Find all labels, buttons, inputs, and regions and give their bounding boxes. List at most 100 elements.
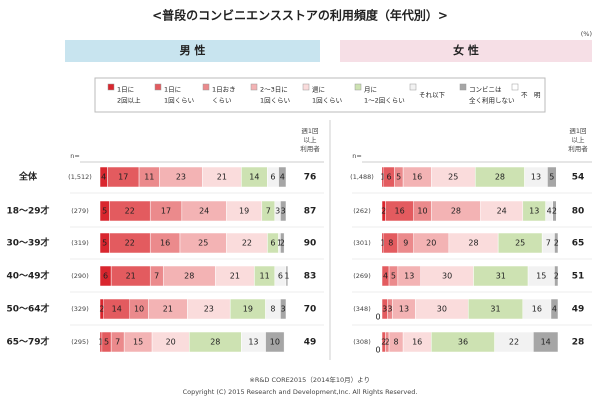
value-label: 10 [134,305,144,314]
value-label: 25 [198,239,208,248]
legend-box [94,77,546,113]
value-label: 4 [101,173,106,182]
score-header: 週1回以上利用者 [568,126,588,153]
value-label: 16 [412,173,422,182]
value-label: 3 [281,305,286,314]
value-label: 21 [230,272,240,281]
value-label: 2 [554,272,559,281]
bar-segment [280,200,287,222]
score-value: 65 [572,239,585,249]
n-value: (269) [353,272,370,280]
n-header: n= [352,152,362,160]
legend-label: 2～3日に 1回くらい [260,86,290,105]
legend-swatch [202,83,210,91]
score-value: 54 [572,173,585,183]
legend-swatch [154,83,162,91]
panel-title: 男 性 [180,43,206,57]
value-label: 2 [385,338,390,347]
value-label: 19 [239,207,249,216]
value-label: 31 [490,305,500,314]
value-label: 14 [249,173,259,182]
legend-swatch [459,83,467,91]
value-label: 20 [166,338,176,347]
value-label: 13 [529,207,539,216]
n-value: (301) [353,239,370,247]
score-value: 90 [304,239,317,249]
legend-swatch [107,83,115,91]
bar-segment [278,166,287,188]
value-label: 17 [118,173,128,182]
row-label: 40～49才 [6,270,49,282]
value-label: 23 [176,173,186,182]
value-label: 36 [458,338,468,347]
value-label: 3 [382,305,387,314]
bar-segment [280,232,285,254]
value-label: 0 [375,346,380,355]
value-label: 10 [270,338,280,347]
value-label: 23 [204,305,214,314]
value-label: 3 [281,207,286,216]
n-value: (348) [353,305,370,313]
value-label: 1 [284,272,289,281]
bar-segment [547,166,557,188]
value-label: 22 [125,207,135,216]
value-label: 19 [243,305,253,314]
value-label: 22 [125,239,135,248]
legend-swatch [250,83,258,91]
value-label: 1 [277,239,282,248]
value-label: 25 [515,239,525,248]
legend-swatch [511,83,519,91]
n-value: (262) [353,207,370,215]
value-label: 7 [115,338,120,347]
legend-label: 月に 1～2回くらい [364,86,405,105]
value-label: 3 [275,207,280,216]
n-value: (319) [71,239,88,247]
value-label: 28 [210,338,220,347]
value-label: 4 [552,305,557,314]
value-label: 15 [133,338,143,347]
value-label: 7 [154,272,159,281]
value-label: 13 [248,338,258,347]
row-label: 全体 [18,171,38,183]
score-header: 週1回以上利用者 [300,126,320,153]
value-label: 6 [270,173,275,182]
bar-segment [554,265,559,287]
legend-label: 1日に 1回くらい [164,86,194,105]
value-label: 15 [536,272,546,281]
value-label: 0 [375,313,380,322]
value-label: 28 [468,239,478,248]
score-value: 28 [572,338,585,348]
value-label: 2 [99,305,104,314]
value-label: 1 [380,239,385,248]
value-label: 4 [383,272,388,281]
value-label: 22 [509,338,519,347]
value-label: 5 [104,338,109,347]
value-label: 5 [102,207,107,216]
value-label: 14 [112,305,122,314]
value-label: 22 [242,239,252,248]
value-label: 14 [541,338,551,347]
legend-swatch [302,83,310,91]
bar-segment [554,232,559,254]
score-value: 51 [572,272,585,282]
copyright: Copyright (C) 2015 Research and Developm… [183,388,418,396]
value-label: 10 [417,207,427,216]
panel-title: 女 性 [453,43,479,57]
value-label: 28 [451,207,461,216]
bar-segment [265,331,285,353]
value-label: 13 [399,305,409,314]
score-value: 76 [304,173,317,183]
n-header: n= [70,152,80,160]
value-label: 1 [380,173,385,182]
n-value: (308) [353,338,370,346]
source: ※R&D CORE2015（2014年10月）より [249,375,370,384]
value-label: 5 [102,239,107,248]
value-label: 30 [437,305,447,314]
n-value: (1,512) [68,173,92,181]
n-value: (295) [71,338,88,346]
value-label: 6 [270,239,275,248]
row-label: 65～79才 [6,336,49,348]
value-label: 2 [381,207,386,216]
value-label: 20 [426,239,436,248]
value-label: 8 [388,239,393,248]
